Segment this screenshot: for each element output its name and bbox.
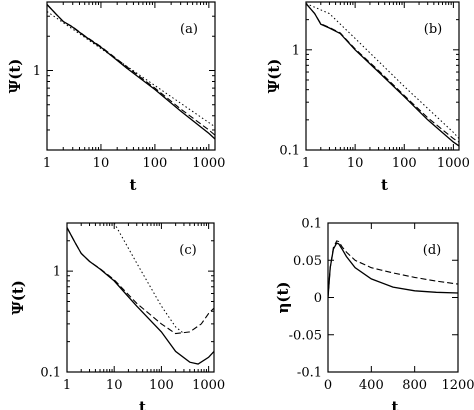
x-tick-label: 10: [93, 156, 110, 171]
series-line-dashed: [47, 4, 215, 136]
x-tick-label: 10: [106, 378, 123, 393]
plot-frame: [66, 222, 215, 373]
x-tick-label: 400: [359, 378, 384, 393]
x-tick-label: 1: [302, 156, 310, 171]
y-tick-label: 0.05: [293, 254, 322, 269]
y-axis-label: Ψ(t): [6, 59, 24, 94]
series-group: [328, 240, 458, 298]
x-tick-label: 1000: [192, 378, 225, 393]
x-axis-label: t: [130, 176, 137, 194]
y-axis-label: Ψ(t): [9, 280, 27, 315]
x-tick-label: 1: [63, 378, 71, 393]
y-axis-label: Ψ(t): [265, 59, 283, 94]
y-tick-label: 0.1: [40, 366, 61, 381]
x-tick-label: 1200: [441, 378, 474, 393]
x-axis-label: t: [381, 176, 388, 194]
y-tick-label: 0.1: [301, 217, 322, 232]
y-axis-label: η(t): [274, 281, 292, 313]
x-tick-label: 1000: [437, 156, 470, 171]
y-tick-label: 1: [292, 43, 300, 58]
series-line-dashed: [328, 240, 458, 298]
panel-0: 1 10 100 1000 1 t Ψ(t) (a): [6, 1, 225, 194]
x-axis-label: t: [139, 398, 146, 410]
plot-frame: [305, 1, 460, 151]
x-tick-label: 1: [43, 156, 51, 171]
y-tick-label: 0: [314, 291, 322, 306]
series-group: [47, 4, 215, 140]
series-group: [306, 3, 459, 147]
series-line-dashed: [67, 227, 214, 335]
x-tick-label: 100: [149, 378, 174, 393]
x-tick-label: 100: [392, 156, 417, 171]
x-tick-label: 0: [324, 378, 332, 393]
y-tick-label: 1: [53, 265, 61, 280]
x-tick-label: 100: [142, 156, 167, 171]
series-group: [67, 223, 214, 365]
panel-3: 0 400 800 1200 0.1 0.05 0 -0.05 -0.1 t η(t) (d): [274, 217, 474, 410]
series-line-dashed: [306, 3, 459, 143]
x-tick-label: 1000: [192, 156, 225, 171]
x-tick-label: 800: [402, 378, 427, 393]
y-tick-label: -0.1: [297, 366, 322, 381]
x-tick-label: 10: [347, 156, 364, 171]
panel-label: (a): [180, 22, 198, 37]
panel-label: (d): [423, 243, 441, 258]
panel-label: (c): [179, 243, 196, 258]
panel-label: (b): [424, 22, 442, 37]
x-axis-label: t: [392, 398, 399, 410]
series-line-dotted: [306, 3, 459, 139]
series-line-dotted: [113, 223, 185, 334]
y-tick-label: 1: [33, 64, 41, 79]
y-tick-label: 0.1: [279, 144, 300, 159]
y-tick-label: -0.05: [289, 328, 322, 343]
